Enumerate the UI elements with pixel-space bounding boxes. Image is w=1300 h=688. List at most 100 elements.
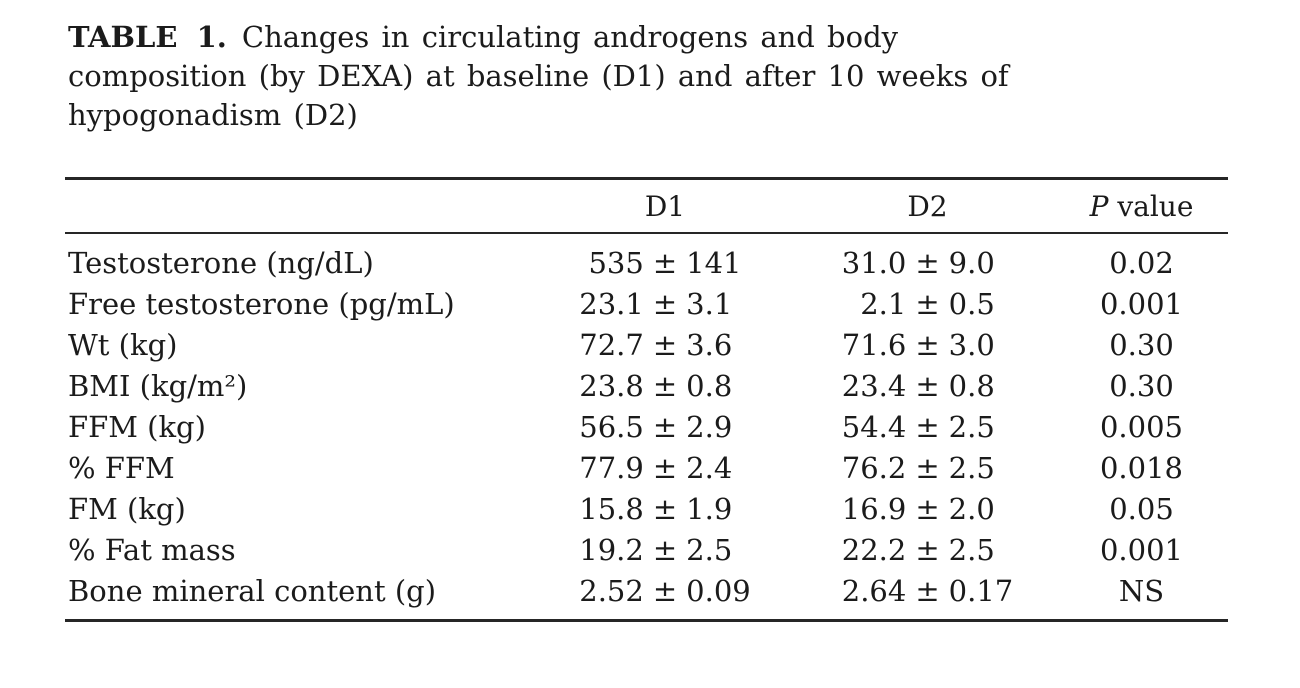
mean-value: 535 — [588, 245, 644, 280]
mean-value: 77.9 — [579, 450, 644, 485]
mean-value: 72.7 — [579, 327, 644, 362]
sd-value: 3.6 — [686, 327, 733, 362]
row-label: BMI (kg/m²) — [68, 368, 248, 403]
p-value: NS — [1055, 570, 1228, 622]
sd-value: 3.1 — [686, 286, 733, 321]
header-p-value: P value — [1055, 177, 1228, 234]
plus-minus-sign: ± — [915, 450, 940, 485]
p-value: 0.05 — [1109, 491, 1174, 526]
header-d1: D1 — [530, 177, 800, 234]
sd-value: 2.5 — [948, 450, 995, 485]
sd-value: 0.8 — [948, 368, 995, 403]
sd-value: 2.5 — [948, 409, 995, 444]
p-value: 0.02 — [1109, 245, 1174, 280]
sd-value: 2.9 — [686, 409, 733, 444]
sd-value: 2.5 — [948, 532, 995, 567]
d1-value: 535 ±141 — [530, 233, 800, 283]
table-caption: TABLE 1. Changes in circulating androgens… — [68, 18, 1218, 135]
mean-value: 2.52 — [579, 573, 644, 608]
plus-minus-sign: ± — [652, 409, 678, 444]
header-empty-cell — [65, 177, 530, 234]
p-value: 0.001 — [1099, 286, 1184, 321]
sd-value: 0.8 — [686, 368, 733, 403]
table-row: % FFM 77.9 ±2.4 76.2 ±2.5 0.018 — [65, 447, 1228, 488]
d1-value: 23.1 ±3.1 — [530, 283, 800, 324]
mean-value: 23.4 — [841, 368, 907, 403]
plus-minus-sign: ± — [652, 368, 678, 403]
sd-value: 0.09 — [686, 573, 751, 608]
d2-value: 76.2 ±2.5 — [800, 447, 1055, 488]
row-label: Wt (kg) — [68, 327, 178, 362]
mean-value: 2.64 — [841, 573, 907, 608]
caption-text-1: Changes in circulating androgens and bod… — [241, 20, 899, 54]
plus-minus-sign: ± — [915, 491, 940, 526]
plus-minus-sign: ± — [915, 286, 940, 321]
d2-value: 71.6 ±3.0 — [800, 324, 1055, 365]
plus-minus-sign: ± — [652, 245, 678, 280]
d2-value: 2.1 ±0.5 — [800, 283, 1055, 324]
plus-minus-sign: ± — [915, 245, 940, 280]
sd-value: 1.9 — [686, 491, 733, 526]
table-row: FFM (kg) 56.5 ±2.9 54.4 ±2.5 0.005 — [65, 406, 1228, 447]
mean-value: 23.1 — [579, 286, 644, 321]
d2-value: 22.2 ±2.5 — [800, 529, 1055, 570]
table-row: Bone mineral content (g) 2.52 ±0.09 2.64 ±… — [65, 570, 1228, 622]
plus-minus-sign: ± — [652, 573, 678, 608]
sd-value: 9.0 — [948, 245, 995, 280]
table-row: BMI (kg/m²) 23.8 ±0.8 23.4 ±0.8 0.30 — [65, 365, 1228, 406]
plus-minus-sign: ± — [652, 327, 678, 362]
table-row: Free testosterone (pg/mL) 23.1 ±3.1 2.1 ±0… — [65, 283, 1228, 324]
mean-value: 76.2 — [841, 450, 907, 485]
sd-value: 141 — [686, 245, 742, 280]
mean-value: 2.1 — [860, 286, 907, 321]
d1-value: 23.8 ±0.8 — [530, 365, 800, 406]
plus-minus-sign: ± — [652, 491, 678, 526]
table-row: Testosterone (ng/dL) 535 ±141 31.0 ±9.0 0.… — [65, 233, 1228, 283]
d1-value: 15.8 ±1.9 — [530, 488, 800, 529]
row-label: FFM (kg) — [68, 409, 206, 444]
row-label: % Fat mass — [68, 532, 236, 567]
mean-value: 23.8 — [579, 368, 644, 403]
d1-value: 2.52 ±0.09 — [530, 570, 800, 622]
p-value: 0.001 — [1099, 532, 1184, 567]
plus-minus-sign: ± — [652, 450, 678, 485]
plus-minus-sign: ± — [915, 409, 940, 444]
sd-value: 0.17 — [948, 573, 1014, 608]
header-d2: D2 — [800, 177, 1055, 234]
caption-line-3: hypogonadism (D2) — [68, 98, 358, 132]
sd-value: 3.0 — [948, 327, 995, 362]
plus-minus-sign: ± — [915, 327, 940, 362]
p-value: 0.018 — [1099, 450, 1184, 485]
row-label: Testosterone (ng/dL) — [68, 245, 374, 280]
plus-minus-sign: ± — [915, 532, 940, 567]
plus-minus-sign: ± — [652, 532, 678, 567]
p-value: 0.30 — [1109, 368, 1174, 403]
d1-value: 56.5 ±2.9 — [530, 406, 800, 447]
mean-value: 71.6 — [841, 327, 907, 362]
table-row: Wt (kg) 72.7 ±3.6 71.6 ±3.0 0.30 — [65, 324, 1228, 365]
d2-value: 2.64 ±0.17 — [800, 570, 1055, 622]
p-value: 0.30 — [1109, 327, 1174, 362]
p-symbol: P — [1089, 189, 1109, 223]
row-label: Free testosterone (pg/mL) — [68, 286, 455, 321]
d2-value: 16.9 ±2.0 — [800, 488, 1055, 529]
table-number-label: TABLE 1. — [68, 20, 227, 54]
plus-minus-sign: ± — [915, 573, 940, 608]
d1-value: 77.9 ±2.4 — [530, 447, 800, 488]
d2-value: 54.4 ±2.5 — [800, 406, 1055, 447]
d1-value: 72.7 ±3.6 — [530, 324, 800, 365]
sd-value: 2.5 — [686, 532, 733, 567]
p-value-word: value — [1117, 189, 1194, 223]
row-label: Bone mineral content (g) — [65, 570, 530, 622]
table-row: FM (kg) 15.8 ±1.9 16.9 ±2.0 0.05 — [65, 488, 1228, 529]
d2-value: 31.0 ±9.0 — [800, 233, 1055, 283]
table-row: % Fat mass 19.2 ±2.5 22.2 ±2.5 0.001 — [65, 529, 1228, 570]
caption-line-1: TABLE 1. Changes in circulating androgens… — [68, 18, 1218, 57]
mean-value: 56.5 — [579, 409, 644, 444]
d2-value: 23.4 ±0.8 — [800, 365, 1055, 406]
mean-value: 54.4 — [841, 409, 907, 444]
results-table: D1 D2 P value Testosterone (ng/dL) 535 ±1… — [65, 177, 1228, 622]
mean-value: 15.8 — [579, 491, 644, 526]
mean-value: 31.0 — [841, 245, 907, 280]
